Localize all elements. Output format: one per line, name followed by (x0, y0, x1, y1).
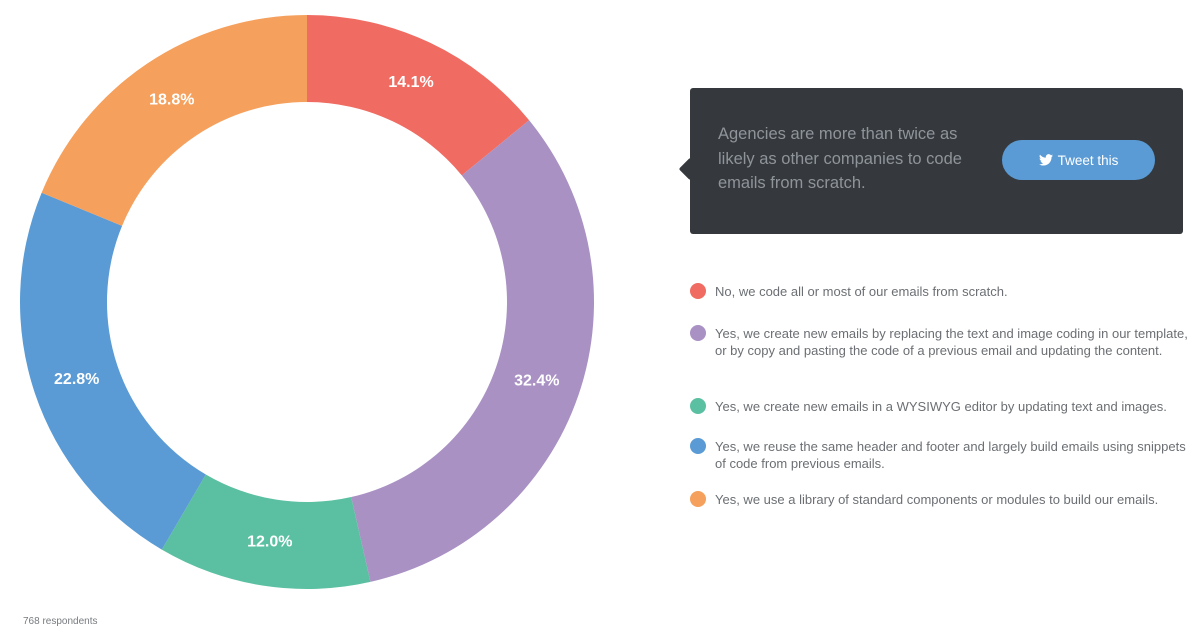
legend-label: No, we code all or most of our emails fr… (715, 284, 1008, 299)
legend-swatch (690, 283, 706, 299)
donut-slice (20, 193, 206, 550)
legend-swatch (690, 438, 706, 454)
slice-value-label: 14.1% (388, 74, 433, 91)
twitter-bird-icon (1039, 154, 1053, 166)
legend-swatch (690, 398, 706, 414)
callout-text: Agencies are more than twice as likely a… (718, 122, 980, 196)
legend-label: Yes, we create new emails in a WYSIWYG e… (715, 399, 1167, 414)
legend-item: No, we code all or most of our emails fr… (690, 283, 1195, 300)
legend-label: Yes, we use a library of standard compon… (715, 492, 1158, 507)
legend-label: Yes, we reuse the same header and footer… (715, 439, 1186, 471)
callout-pointer (679, 158, 702, 181)
slice-value-label: 22.8% (54, 371, 99, 388)
legend-swatch (690, 325, 706, 341)
legend-item: Yes, we create new emails by replacing t… (690, 325, 1195, 359)
donut-slice (351, 120, 594, 582)
callout-box: Agencies are more than twice as likely a… (690, 88, 1183, 234)
legend-label: Yes, we create new emails by replacing t… (715, 326, 1188, 358)
slice-value-label: 12.0% (247, 534, 292, 551)
slice-value-label: 32.4% (514, 372, 559, 389)
legend-item: Yes, we use a library of standard compon… (690, 491, 1195, 508)
donut-chart: 14.1% 32.4% 12.0% 22.8% 18.8% (0, 0, 620, 630)
tweet-this-button[interactable]: Tweet this (1002, 140, 1155, 180)
donut-slice (42, 15, 307, 226)
respondent-count: 768 respondents (23, 616, 98, 627)
legend-item: Yes, we reuse the same header and footer… (690, 438, 1195, 472)
tweet-this-label: Tweet this (1058, 153, 1119, 168)
legend-item: Yes, we create new emails in a WYSIWYG e… (690, 398, 1195, 415)
slice-value-label: 18.8% (149, 92, 194, 109)
legend-swatch (690, 491, 706, 507)
